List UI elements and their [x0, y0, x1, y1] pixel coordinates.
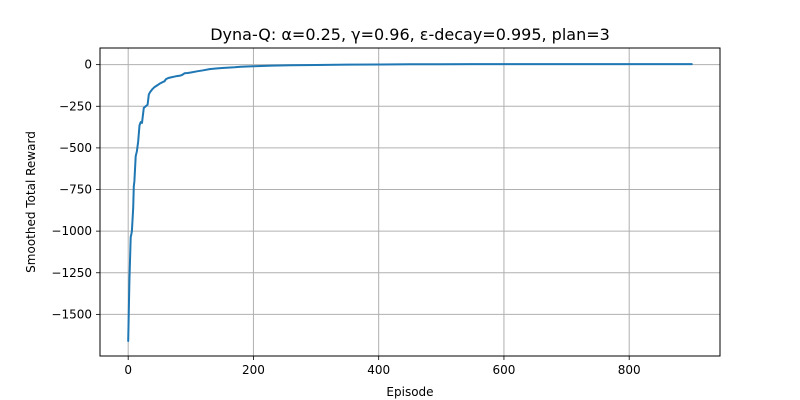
- plot-area-frame: [99, 47, 721, 357]
- x-tick-label: 800: [618, 363, 641, 377]
- x-tick-label: 600: [492, 363, 515, 377]
- y-tick-label: −1250: [51, 266, 92, 280]
- x-tick-label: 0: [124, 363, 132, 377]
- reward-series-line: [127, 63, 693, 342]
- y-tick-label: −500: [59, 141, 92, 155]
- y-tick-label: −1000: [51, 224, 92, 238]
- y-tick-label: −250: [59, 99, 92, 113]
- x-axis-label: Episode: [386, 385, 433, 399]
- data-series: [127, 63, 693, 342]
- x-tick-label: 200: [242, 363, 265, 377]
- y-tick-label: 0: [84, 58, 92, 72]
- x-tick-label: 400: [367, 363, 390, 377]
- y-axis: 0 −250 −500 −750 −1000 −1250 −1500: [51, 58, 100, 321]
- chart-title: Dyna-Q: α=0.25, γ=0.96, ε-decay=0.995, p…: [210, 25, 610, 44]
- y-axis-label: Smoothed Total Reward: [24, 131, 38, 273]
- y-tick-label: −750: [59, 183, 92, 197]
- x-axis: 0 200 400 600 800: [124, 356, 641, 377]
- y-tick-label: −1500: [51, 307, 92, 321]
